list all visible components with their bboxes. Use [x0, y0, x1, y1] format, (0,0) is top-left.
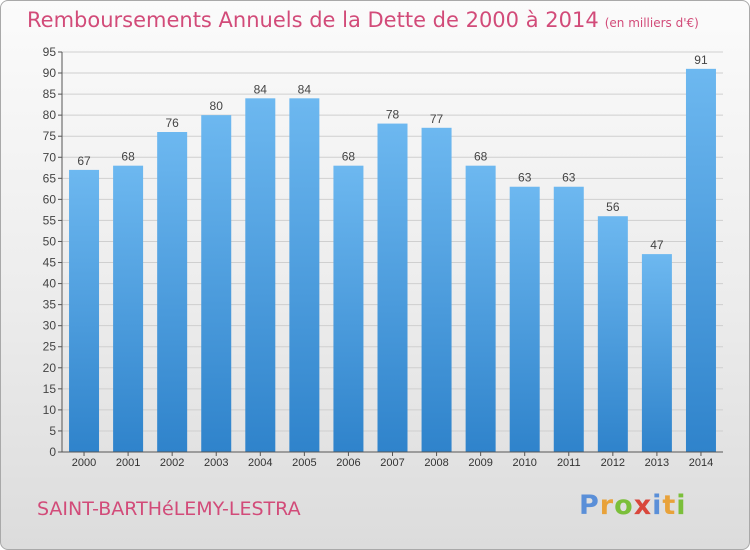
y-tick-label: 15	[43, 382, 57, 396]
proxiti-logo: Proxiti	[579, 490, 687, 521]
bar-value-label: 68	[121, 150, 135, 164]
y-tick-label: 50	[43, 234, 57, 248]
x-tick-label: 2006	[336, 457, 360, 469]
x-tick-label: 2012	[601, 457, 625, 469]
x-tick-label: 2005	[292, 457, 316, 469]
x-tick-label: 2007	[380, 457, 404, 469]
y-tick-label: 30	[43, 319, 57, 333]
bar	[69, 169, 100, 453]
bar-value-label: 47	[650, 238, 664, 252]
y-tick-label: 10	[43, 403, 57, 417]
x-tick-label: 2002	[160, 457, 184, 469]
bar	[421, 127, 452, 452]
y-tick-label: 40	[43, 277, 57, 291]
y-tick-label: 85	[43, 87, 57, 101]
bar-value-label: 56	[606, 200, 620, 214]
bar-value-label: 68	[474, 150, 488, 164]
bar-value-label: 84	[298, 82, 312, 96]
bar	[553, 186, 584, 452]
y-tick-label: 65	[43, 171, 57, 185]
bar-value-label: 84	[254, 82, 268, 96]
bar	[509, 186, 540, 452]
y-tick-label: 60	[43, 192, 57, 206]
y-tick-label: 0	[49, 445, 56, 459]
bar	[377, 123, 408, 452]
bar	[465, 165, 496, 452]
chart-subtitle: (en milliers d'€)	[604, 16, 699, 30]
y-tick-label: 90	[43, 66, 57, 80]
y-tick-label: 45	[43, 256, 57, 270]
bar	[333, 165, 364, 452]
x-tick-label: 2004	[248, 457, 272, 469]
x-tick-label: 2003	[204, 457, 228, 469]
bar	[245, 98, 276, 452]
bar	[201, 115, 232, 452]
bar	[289, 98, 320, 452]
x-tick-label: 2010	[512, 457, 536, 469]
city-name: SAINT-BARTHéLEMY-LESTRA	[37, 498, 301, 520]
bar	[685, 68, 716, 452]
x-tick-label: 2000	[72, 457, 96, 469]
bar-value-label: 77	[430, 112, 444, 126]
y-tick-label: 5	[49, 424, 56, 438]
y-tick-label: 25	[43, 340, 57, 354]
bar	[113, 165, 144, 452]
chart-title: Remboursements Annuels de la Dette de 20…	[27, 8, 599, 32]
bars	[69, 68, 716, 453]
x-tick-label: 2011	[557, 457, 581, 469]
bar	[157, 132, 188, 452]
bar-value-label: 76	[165, 116, 179, 130]
y-tick-label: 20	[43, 361, 57, 375]
x-tick-label: 2009	[468, 457, 492, 469]
x-tick-label: 2008	[424, 457, 448, 469]
bar-value-label: 68	[342, 150, 356, 164]
y-tick-label: 55	[43, 213, 57, 227]
axes: 0 5 10 15 20 25 30 35 40 45 50 55 60 65 70 75 80 85 90 95 20…	[43, 45, 723, 469]
bar-value-label: 91	[694, 53, 708, 67]
y-tick-label: 80	[43, 108, 57, 122]
x-tick-label: 2014	[689, 457, 713, 469]
bar-value-label: 80	[210, 99, 224, 113]
bar-value-label: 67	[77, 154, 91, 168]
y-tick-label: 35	[43, 298, 57, 312]
y-tick-label: 75	[43, 129, 57, 143]
chart-title-row: Remboursements Annuels de la Dette de 20…	[27, 8, 699, 32]
y-tick-label: 70	[43, 150, 57, 164]
x-tick-label: 2001	[116, 457, 140, 469]
bar	[597, 216, 628, 452]
data-labels: 67 68 76 80 84 84 68 78 77 68 63 63 56 47 91	[77, 53, 708, 252]
y-tick-label: 95	[43, 45, 57, 59]
bar-value-label: 63	[562, 171, 576, 185]
x-tick-label: 2013	[645, 457, 669, 469]
bar-value-label: 78	[386, 108, 400, 122]
bar-value-label: 63	[518, 171, 532, 185]
bar	[641, 254, 672, 452]
